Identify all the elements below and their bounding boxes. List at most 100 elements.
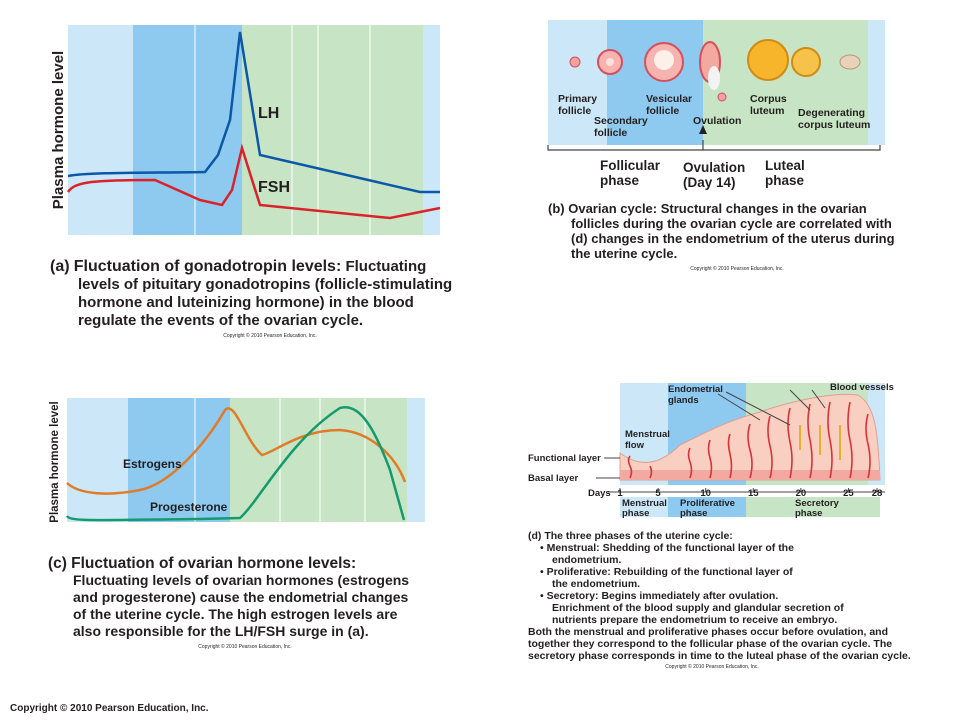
caption-line: (d) changes in the endometrium of the ut… <box>571 231 895 246</box>
panel-c-graph <box>65 398 425 522</box>
caption-line: Structural changes in the ovarian <box>661 201 867 216</box>
label: Days <box>588 488 611 499</box>
text: Menstrual phase <box>622 498 667 519</box>
caption-title: Ovarian cycle: <box>568 201 657 216</box>
label: glands <box>668 395 699 406</box>
caption-b: (b) Ovarian cycle: Structural changes in… <box>548 201 898 261</box>
progesterone-label: Progesterone <box>150 500 228 514</box>
shape <box>787 407 793 479</box>
lh-label: LH <box>258 105 279 122</box>
label: Vesicular <box>646 93 692 105</box>
estrogen-label: Estrogens <box>123 457 182 471</box>
day-label: 25 <box>843 488 854 499</box>
shape <box>707 439 713 479</box>
text: Luteal phase <box>765 158 805 188</box>
label: Secondary <box>594 115 648 127</box>
caption-a: (a) Fluctuation of gonadotropin levels: … <box>50 258 456 329</box>
caption-line: • Menstrual: Shedding of the functional … <box>540 542 794 554</box>
y-axis-label: Plasma hormone level <box>49 401 61 522</box>
circle <box>654 50 674 70</box>
caption-line: and progesterone) cause the endometrial … <box>73 589 409 605</box>
text: Endometrial glands <box>668 384 723 406</box>
label: luteum <box>750 105 784 117</box>
panel-d-graphic <box>596 383 885 517</box>
rect <box>242 25 423 235</box>
shape <box>65 405 406 522</box>
text: Secretory phase <box>795 498 840 519</box>
phase: (Day 14) <box>683 175 736 190</box>
caption-d: (d) The three phases of the uterine cycl… <box>528 530 911 662</box>
shape <box>66 143 441 220</box>
label: Ovulation <box>693 115 741 127</box>
panel-b-graphic <box>547 20 885 151</box>
caption-title: Fluctuation of ovarian hormone levels: <box>71 555 356 572</box>
caption-line: levels of pituitary gonadotropins (folli… <box>78 276 452 293</box>
caption-title: Fluctuation of gonadotropin levels: <box>74 258 342 275</box>
label: Corpus <box>750 93 787 105</box>
label: Functional layer <box>528 453 601 464</box>
caption-label: (c) <box>48 555 67 572</box>
phase: phase <box>765 173 805 188</box>
caption-line: regulate the events of the ovarian cycle… <box>78 312 363 329</box>
circle <box>606 58 614 66</box>
caption-line: Fluctuating <box>345 258 426 275</box>
phase: Ovulation <box>683 160 745 175</box>
shape <box>807 403 813 479</box>
label: follicle <box>646 105 679 117</box>
caption-title: (d) The three phases of the uterine cycl… <box>528 530 733 542</box>
circle <box>569 56 581 68</box>
caption-line: secretory phase corresponds in time to t… <box>528 650 911 662</box>
g <box>627 401 871 479</box>
text: Degenerating corpus luteum <box>798 107 870 131</box>
rect <box>128 398 230 522</box>
text: Secondary follicle <box>594 115 648 139</box>
label: Basal layer <box>528 473 578 484</box>
label: Endometrial <box>668 384 723 395</box>
caption-line: nutrients prepare the endometrium to rec… <box>552 614 837 626</box>
caption-line: Enrichment of the blood supply and gland… <box>552 602 844 614</box>
caption-line: hormone and luteinizing hormone) in the … <box>78 294 414 311</box>
shape <box>717 389 826 426</box>
phase: phase <box>622 508 649 519</box>
shape <box>596 457 885 493</box>
fsh-label: FSH <box>258 179 290 196</box>
caption-line: Both the menstrual and proliferative pha… <box>528 626 888 638</box>
rect <box>607 20 703 145</box>
label: Degenerating <box>798 107 865 119</box>
shape <box>767 415 773 479</box>
circle <box>717 92 727 102</box>
label: corpus luteum <box>798 119 870 131</box>
rect <box>703 20 868 145</box>
text: Primary follicle <box>558 93 597 117</box>
copyright: Copyright © 2010 Pearson Education, Inc. <box>690 265 783 272</box>
caption-label: (a) <box>50 258 70 275</box>
phase: phase <box>795 508 822 519</box>
shape <box>67 31 440 194</box>
label: Blood vessels <box>830 382 894 393</box>
day-label: 1 <box>617 488 623 499</box>
shape <box>727 433 733 479</box>
shape <box>619 393 881 481</box>
day-label: 20 <box>796 488 807 499</box>
rect <box>230 398 407 522</box>
text: Follicular phase <box>600 158 661 188</box>
text: Corpus luteum <box>750 93 787 117</box>
caption-label: (b) <box>548 201 565 216</box>
phase: phase <box>600 173 640 188</box>
shape <box>687 447 693 479</box>
phase: Menstrual <box>622 498 667 509</box>
label: follicle <box>594 127 627 139</box>
phase: phase <box>680 508 707 519</box>
caption-line: follicles during the ovarian cycle are c… <box>571 216 892 231</box>
day-label: 5 <box>655 488 661 499</box>
panel-d-labels: Endometrial glands Blood vessels Menstrua… <box>528 382 894 519</box>
shape <box>547 140 881 151</box>
caption-line: • Secretory: Begins immediately after ov… <box>540 590 778 602</box>
day-label: 10 <box>700 488 711 499</box>
copyright: Copyright © 2010 Pearson Education, Inc. <box>665 663 758 670</box>
caption-line: the uterine cycle. <box>571 246 677 261</box>
shape <box>699 125 707 134</box>
rect <box>620 497 668 517</box>
caption-line: together they correspond to the follicul… <box>528 638 892 650</box>
label: follicle <box>558 105 591 117</box>
